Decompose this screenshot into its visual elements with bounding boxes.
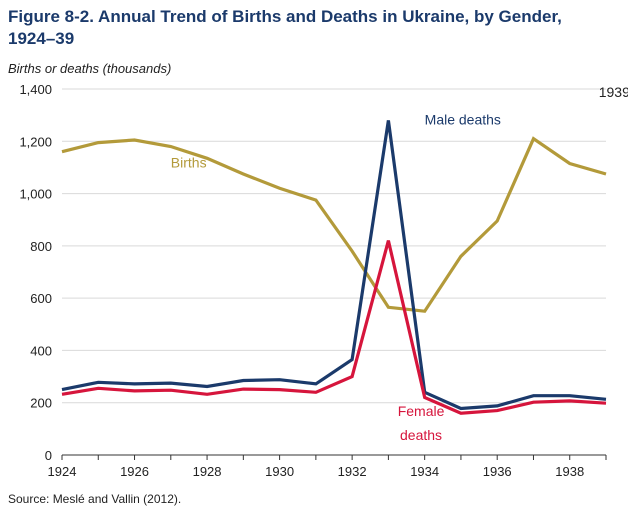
series-line-male-deaths — [61, 120, 607, 411]
x-tick-label-1930: 1930 — [265, 464, 294, 479]
annotation-1939: 1939 — [599, 84, 628, 100]
x-tick-label-1924: 1924 — [48, 464, 77, 479]
figure-title-line-1: Figure 8-2. Annual Trend of Births and D… — [8, 7, 562, 26]
y-tick-label-1200: 1,200 — [19, 134, 52, 149]
annotation-births: Births — [171, 154, 207, 170]
y-tick-label-400: 400 — [30, 343, 52, 358]
x-tick-label-1936: 1936 — [483, 464, 512, 479]
y-tick-label-600: 600 — [30, 291, 52, 306]
figure-title-line-2: 1924–39 — [8, 29, 75, 48]
y-axis-label: Births or deaths (thousands) — [8, 61, 172, 76]
x-tick-label-1926: 1926 — [120, 464, 149, 479]
series-line-female-deaths — [61, 240, 607, 415]
annotation-deaths: deaths — [400, 427, 442, 443]
annotation-female: Female — [398, 403, 445, 419]
y-tick-label-200: 200 — [30, 396, 52, 411]
x-tick-label-1928: 1928 — [193, 464, 222, 479]
y-tick-label-1400: 1,400 — [19, 82, 52, 97]
figure-title: Figure 8-2. Annual Trend of Births and D… — [8, 6, 620, 50]
annotation-male-deaths: Male deaths — [425, 111, 501, 127]
y-tick-label-800: 800 — [30, 239, 52, 254]
y-tick-label-0: 0 — [45, 448, 52, 463]
series-line-births — [61, 136, 607, 313]
y-tick-label-1000: 1,000 — [19, 187, 52, 202]
x-tick-label-1934: 1934 — [410, 464, 439, 479]
source-note: Source: Meslé and Vallin (2012). — [8, 492, 182, 506]
x-tick-label-1932: 1932 — [338, 464, 367, 479]
x-tick-label-1938: 1938 — [555, 464, 584, 479]
